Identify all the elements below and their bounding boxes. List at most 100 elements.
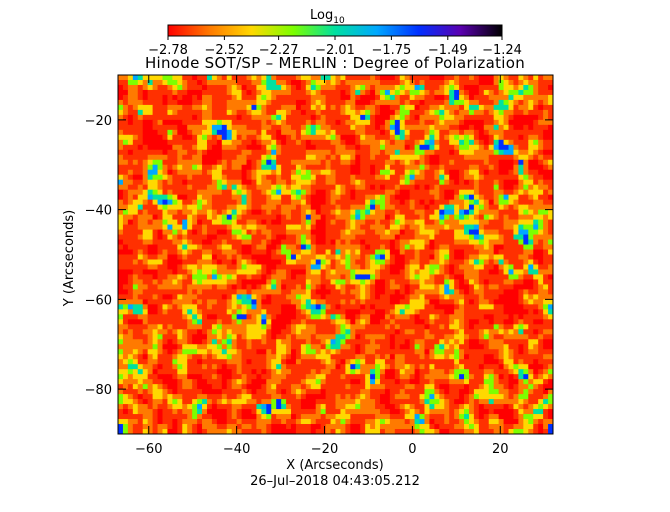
heatmap-cell: [543, 324, 549, 330]
heatmap-cell: [177, 194, 183, 201]
heatmap-cell: [503, 179, 510, 186]
heatmap-cell: [444, 109, 450, 116]
heatmap-cell: [137, 249, 144, 256]
heatmap-cell: [197, 214, 203, 221]
heatmap-cell: [379, 214, 386, 221]
heatmap-cell: [295, 129, 302, 136]
heatmap-cell: [137, 149, 144, 156]
heatmap-cell: [162, 179, 169, 186]
heatmap-cell: [192, 104, 198, 111]
heatmap-cell: [142, 129, 149, 136]
heatmap-cell: [192, 139, 198, 146]
heatmap-cell: [488, 314, 495, 320]
heatmap-cell: [142, 139, 149, 146]
heatmap-cell: [167, 229, 173, 236]
heatmap-cell: [508, 299, 515, 305]
heatmap-cell: [221, 169, 228, 176]
heatmap-cell: [295, 164, 302, 171]
heatmap-cell: [315, 309, 322, 315]
heatmap-cell: [310, 99, 317, 106]
heatmap-cell: [182, 169, 188, 176]
heatmap-cell: [281, 109, 287, 116]
heatmap-cell: [325, 94, 332, 101]
heatmap-cell: [478, 234, 485, 241]
heatmap-cell: [379, 309, 386, 315]
heatmap-cell: [192, 154, 198, 161]
heatmap-cell: [350, 114, 356, 121]
heatmap-cell: [360, 324, 366, 330]
heatmap-cell: [320, 239, 327, 246]
heatmap-cell: [315, 169, 322, 176]
heatmap-cell: [434, 309, 440, 315]
heatmap-cell: [152, 219, 159, 226]
heatmap-cell: [251, 244, 258, 251]
heatmap-cell: [454, 339, 460, 345]
heatmap-cell: [449, 319, 455, 325]
heatmap-cell: [295, 159, 302, 166]
heatmap-cell: [187, 254, 193, 261]
heatmap-cell: [291, 194, 297, 201]
heatmap-cell: [271, 164, 277, 171]
heatmap-cell: [508, 329, 515, 335]
heatmap-cell: [419, 319, 426, 325]
heatmap-cell: [444, 179, 450, 186]
heatmap-cell: [498, 109, 505, 116]
heatmap-cell: [449, 214, 455, 221]
heatmap-cell: [424, 314, 431, 320]
heatmap-cell: [464, 334, 470, 340]
heatmap-cell: [493, 199, 500, 206]
heatmap-cell: [202, 269, 208, 276]
heatmap-cell: [142, 104, 149, 111]
heatmap-cell: [424, 259, 431, 266]
heatmap-cell: [187, 264, 193, 271]
heatmap-cell: [276, 254, 282, 261]
heatmap-cell: [122, 75, 129, 81]
heatmap-cell: [365, 239, 371, 246]
heatmap-cell: [295, 169, 302, 176]
heatmap-cell: [295, 109, 302, 116]
heatmap-cell: [221, 94, 228, 101]
heatmap-cell: [256, 184, 262, 191]
heatmap-cell: [498, 329, 505, 335]
heatmap-cell: [409, 319, 416, 325]
heatmap-cell: [483, 119, 490, 126]
heatmap-cell: [468, 149, 475, 156]
heatmap-cell: [172, 244, 178, 251]
heatmap-cell: [548, 109, 553, 116]
heatmap-cell: [379, 169, 386, 176]
heatmap-cell: [355, 94, 361, 101]
heatmap-cell: [305, 234, 312, 241]
heatmap-cell: [375, 94, 381, 101]
heatmap-cell: [360, 329, 366, 335]
heatmap-cell: [197, 79, 203, 86]
heatmap-cell: [449, 99, 455, 106]
heatmap-cell: [513, 109, 519, 116]
heatmap-cell: [350, 299, 356, 305]
heatmap-cell: [478, 219, 485, 226]
heatmap-cell: [345, 244, 351, 251]
heatmap-cell: [483, 319, 490, 325]
heatmap-cell: [192, 79, 198, 86]
heatmap-cell: [449, 284, 455, 291]
heatmap-cell: [360, 99, 366, 106]
heatmap-cell: [172, 254, 178, 261]
heatmap-cell: [300, 124, 307, 131]
heatmap-cell: [211, 149, 218, 156]
heatmap-cell: [182, 79, 188, 86]
heatmap-cell: [281, 89, 287, 96]
heatmap-cell: [444, 344, 450, 350]
heatmap-cell: [384, 149, 391, 156]
heatmap-cell: [375, 104, 381, 111]
heatmap-cell: [325, 154, 332, 161]
heatmap-cell: [187, 334, 193, 340]
heatmap-cell: [345, 129, 351, 136]
heatmap-cell: [543, 189, 549, 196]
heatmap-cell: [409, 249, 416, 256]
heatmap-cell: [118, 179, 124, 186]
heatmap-cell: [478, 189, 485, 196]
heatmap-cell: [236, 354, 243, 360]
heatmap-cell: [518, 84, 524, 91]
heatmap-cell: [414, 79, 421, 86]
heatmap-cell: [182, 259, 188, 266]
heatmap-cell: [409, 219, 416, 226]
